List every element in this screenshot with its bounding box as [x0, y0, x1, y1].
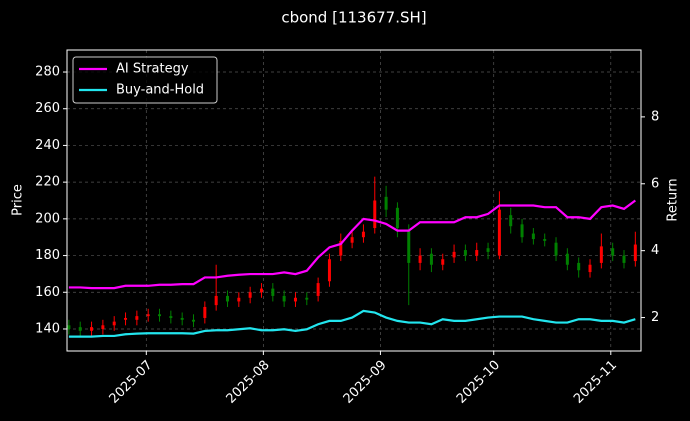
candle-body	[78, 327, 82, 331]
legend-label: Buy-and-Hold	[116, 83, 204, 98]
candle-body	[67, 325, 71, 329]
candle-body	[509, 215, 513, 227]
candle-body	[305, 297, 309, 300]
y2-tick-label: 2	[651, 310, 659, 325]
plot-frame	[66, 49, 642, 352]
candle-body	[577, 262, 581, 271]
candle-body	[203, 306, 207, 318]
y2-tick-label: 6	[651, 176, 659, 191]
candle-body	[588, 264, 592, 273]
candle-body	[463, 250, 467, 256]
candle-body	[282, 295, 286, 302]
candle-body	[293, 297, 297, 302]
y-tick-label: 140	[35, 321, 60, 336]
candle-body	[259, 288, 263, 293]
candle-body	[611, 248, 615, 256]
line-series	[68, 309, 636, 338]
candle-body	[418, 255, 422, 263]
candle-body	[158, 314, 162, 317]
candle-body	[622, 255, 626, 263]
candle-body	[180, 317, 184, 320]
candle-body	[429, 253, 433, 265]
y2-tick-label: 4	[651, 243, 659, 258]
y2-axis-label: Return	[666, 178, 681, 221]
candle-body	[486, 248, 490, 252]
candle-body	[146, 314, 150, 317]
candle-body	[169, 316, 173, 318]
candle-body	[316, 283, 320, 296]
chart-title: cbond [113677.SH]	[281, 9, 426, 27]
y-tick-label: 220	[35, 175, 60, 190]
candle-body	[237, 297, 241, 302]
candle-body	[543, 239, 547, 241]
candle-body	[327, 259, 331, 282]
y2-tick-label: 8	[651, 109, 659, 124]
candle-body	[531, 233, 535, 240]
line-series	[68, 199, 636, 290]
candle-body	[395, 207, 399, 229]
candle-body	[225, 295, 229, 302]
candle-body	[599, 246, 603, 263]
candle-body	[248, 292, 252, 298]
candle-body	[101, 325, 105, 329]
y-tick-label: 280	[35, 65, 60, 80]
candle-body	[192, 319, 196, 322]
candle-body	[407, 229, 411, 263]
candle-body	[520, 224, 524, 238]
y-axis-label: Price	[11, 184, 26, 216]
candle-body	[373, 200, 377, 229]
candle-body	[271, 288, 275, 296]
candle-body	[565, 253, 569, 265]
candle-body	[452, 251, 456, 258]
candle-body	[339, 240, 343, 256]
candle-body	[112, 321, 116, 326]
legend-label: AI Strategy	[116, 62, 189, 77]
candle-body	[214, 295, 218, 306]
y-tick-label: 180	[35, 248, 60, 263]
candle-body	[361, 231, 365, 238]
candle-body	[135, 316, 139, 320]
y-tick-label: 160	[35, 285, 60, 300]
candle-body	[497, 209, 501, 256]
candle-body	[124, 317, 128, 320]
candle-body	[554, 242, 558, 256]
y-tick-label: 240	[35, 138, 60, 153]
candle-body	[384, 196, 388, 210]
candle-body	[475, 250, 479, 256]
candle-body	[350, 237, 354, 243]
candle-body	[441, 259, 445, 265]
y-tick-label: 260	[35, 101, 60, 116]
candle-body	[633, 244, 637, 262]
legend-box	[72, 56, 218, 104]
candle-body	[90, 327, 94, 331]
y-tick-label: 200	[35, 211, 60, 226]
